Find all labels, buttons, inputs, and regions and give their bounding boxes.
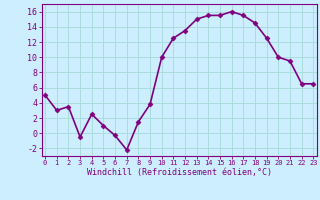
X-axis label: Windchill (Refroidissement éolien,°C): Windchill (Refroidissement éolien,°C) xyxy=(87,168,272,177)
